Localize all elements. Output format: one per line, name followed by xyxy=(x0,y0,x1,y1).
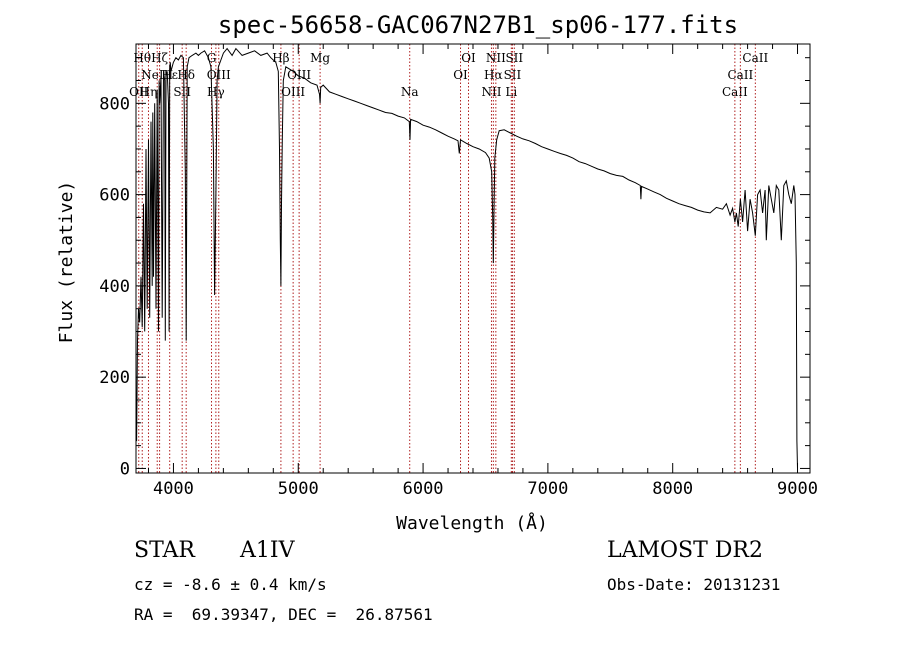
y-tick-label-0: 0 xyxy=(120,459,130,479)
line-marker-label-19: Hα xyxy=(484,68,503,82)
x-tick-label-5000: 5000 xyxy=(278,479,319,499)
chart-title: spec-56658-GAC067N27B1_sp06-177.fits xyxy=(218,11,738,39)
line-marker-label-9: Hγ xyxy=(207,85,225,99)
line-marker-label-18: NII xyxy=(481,85,501,99)
y-tick-label-800: 800 xyxy=(99,94,130,114)
object-class: STAR xyxy=(134,538,195,563)
x-axis-label: Wavelength (Å) xyxy=(396,512,548,534)
y-axis-label: Flux (relative) xyxy=(56,181,77,344)
y-tick-label-600: 600 xyxy=(99,186,130,206)
line-marker-label-7: Hδ xyxy=(177,68,195,82)
x-tick-label-4000: 4000 xyxy=(153,479,194,499)
spectrum-line xyxy=(135,47,798,469)
line-marker-label-20: NII xyxy=(486,51,506,65)
axis-ticks: 4000 5000 6000 7000 8000 9000 0 200 400 600 800 xyxy=(99,44,818,499)
obs-date-text: Obs-Date: 20131231 xyxy=(607,575,781,594)
line-markers: OIIHθHηNeIIIHζHεSIIHδGHγOIIIHβOIIIOIIIMg… xyxy=(129,44,768,473)
redshift-text: cz = -8.6 ± 0.4 km/s xyxy=(134,575,327,594)
y-tick-label-400: 400 xyxy=(99,277,130,297)
line-marker-label-2: Hη xyxy=(140,85,158,99)
line-marker-label-17: OI xyxy=(461,51,476,65)
line-marker-label-11: Hβ xyxy=(272,51,289,65)
line-marker-label-22: SII xyxy=(504,68,522,82)
plot-frame xyxy=(135,43,811,474)
line-marker-label-8: G xyxy=(207,51,217,65)
line-marker-label-6: SII xyxy=(173,85,191,99)
x-tick-label-6000: 6000 xyxy=(403,479,444,499)
line-marker-label-10: OIII xyxy=(207,68,231,82)
coordinates-text: RA = 69.39347, DEC = 26.87561 xyxy=(134,605,433,624)
line-marker-label-24: CaII xyxy=(722,85,748,99)
line-marker-label-3: NeIII xyxy=(141,68,173,82)
line-marker-label-16: OI xyxy=(453,68,468,82)
line-marker-label-14: Mg xyxy=(310,51,330,65)
x-tick-label-9000: 9000 xyxy=(777,479,818,499)
line-marker-label-23: SII xyxy=(505,51,523,65)
line-marker-label-15: Na xyxy=(401,85,419,99)
line-marker-label-25: CaII xyxy=(727,68,753,82)
line-marker-label-4: Hζ xyxy=(151,51,168,65)
line-marker-label-21: Li xyxy=(505,85,517,99)
x-tick-label-8000: 8000 xyxy=(652,479,693,499)
line-marker-label-26: CaII xyxy=(742,51,768,65)
line-marker-label-0: OII xyxy=(129,85,149,99)
x-tick-label-7000: 7000 xyxy=(527,479,568,499)
line-marker-label-12: OIII xyxy=(281,85,305,99)
object-subclass: A1IV xyxy=(240,538,295,563)
line-marker-label-1: Hθ xyxy=(133,51,151,65)
survey-name: LAMOST DR2 xyxy=(607,538,763,563)
y-tick-label-200: 200 xyxy=(99,368,130,388)
